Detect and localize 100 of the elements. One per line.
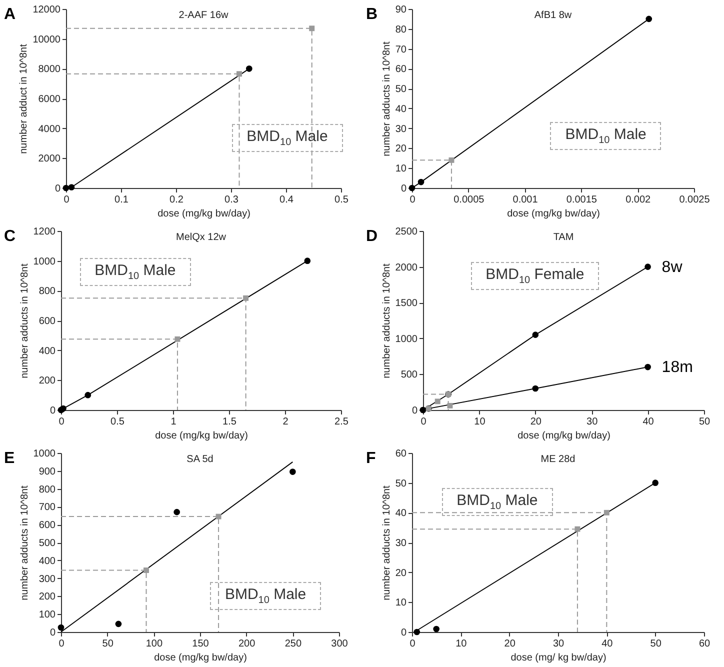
y-tick-label: 900: [38, 466, 56, 478]
chart-title: AfB1 8w: [534, 10, 572, 21]
y-tick-label: 80: [395, 24, 407, 36]
x-tick-label: 200: [238, 638, 256, 650]
series-label: 18m: [662, 359, 693, 376]
y-tick-label: 1000: [395, 334, 418, 345]
x-tick-label: 0.4: [280, 194, 294, 206]
x-axis-title: dose (mg/kg bw/day): [155, 430, 248, 442]
annotation: BMD$_{10}$ Male: [210, 582, 322, 610]
x-tick-label: 1.5: [222, 416, 237, 428]
y-tick-label: 20: [395, 568, 407, 579]
chart-title: MelQx 12w: [176, 232, 227, 243]
y-tick-label: 1500: [395, 298, 418, 310]
y-tick-label: 12000: [32, 4, 61, 16]
chart-title: 2-AAF 16w: [178, 10, 230, 21]
x-axis-title: dose (mg/kg bw/day): [507, 208, 600, 220]
y-tick-label: 0: [412, 406, 418, 416]
y-tick-label: 700: [38, 502, 56, 514]
x-tick-label: 10: [474, 416, 486, 428]
y-axis-title: number adducts in 10^8nt: [19, 263, 30, 378]
x-axis-title: dose (mg/kg bw/day): [154, 652, 247, 664]
y-tick-label: 2500: [395, 226, 418, 238]
y-tick-label: 8000: [38, 64, 61, 76]
chart-title: ME 28d: [540, 454, 576, 465]
x-axis-title: dose (mg/kg bw/day): [518, 430, 610, 442]
text: C: [4, 228, 16, 246]
y-tick-label: 1000: [33, 448, 56, 460]
annotation: BMD$_{10}$ Female: [470, 262, 600, 290]
y-axis-title: number adducts in 10^8nt: [381, 41, 392, 156]
x-tick-label: 60: [698, 638, 710, 650]
y-tick-label: 4000: [38, 124, 61, 135]
y-tick-label: 50: [395, 84, 407, 96]
x-tick-label: 2.5: [334, 416, 349, 428]
text: D: [366, 228, 378, 246]
x-tick-label: 40: [642, 416, 654, 428]
y-tick-label: 30: [395, 538, 407, 549]
x-tick-label: 0.002: [626, 194, 652, 206]
x-tick-label: 0.2: [170, 194, 184, 206]
text: F: [366, 450, 376, 468]
y-tick-label: 1200: [33, 226, 56, 238]
chart-title: SA 5d: [186, 454, 214, 465]
x-tick-label: 0.0025: [679, 194, 710, 206]
y-axis-title: number adduct in 10^8nt: [18, 44, 30, 154]
x-tick-label: 0.3: [224, 194, 239, 206]
x-tick-label: 250: [284, 638, 302, 650]
annotation: BMD$_{10}$ Male: [232, 124, 343, 152]
y-tick-label: 2000: [395, 262, 418, 274]
y-tick-label: 2000: [38, 154, 61, 165]
y-tick-label: 800: [38, 484, 56, 496]
x-axis-title: dose (mg/ kg bw/day): [510, 652, 606, 664]
y-tick-label: 100: [38, 610, 56, 621]
y-axis-title: number adducts in 10^8nt: [381, 263, 392, 378]
y-tick-label: 0: [50, 628, 56, 638]
chart-title: TAM: [553, 232, 574, 243]
y-tick-label: 20: [395, 144, 407, 155]
y-axis-title: number adducts in 10^8nt: [19, 485, 30, 600]
x-tick-label: 30: [586, 416, 598, 428]
y-tick-label: 600: [38, 316, 56, 327]
x-tick-label: 0: [420, 416, 427, 428]
x-tick-label: 20: [530, 416, 542, 428]
x-tick-label: 20: [504, 638, 516, 650]
x-tick-label: 30: [552, 638, 564, 650]
x-tick-label: 0.1: [114, 194, 129, 206]
y-tick-label: 90: [395, 4, 407, 16]
annotation: BMD$_{10}$ Male: [442, 488, 553, 516]
series-label: 8w: [662, 258, 683, 276]
y-tick-label: 40: [395, 508, 407, 520]
x-tick-label: 0: [64, 194, 70, 206]
y-tick-label: 10000: [32, 34, 61, 46]
text: B: [366, 6, 378, 24]
x-tick-label: 2: [282, 416, 289, 428]
y-tick-label: 50: [395, 478, 407, 490]
x-axis-title: dose (mg/kg bw/day): [158, 208, 250, 220]
y-tick-label: 10: [395, 598, 407, 609]
x-tick-label: 50: [650, 638, 662, 650]
x-tick-label: 0.0015: [566, 194, 598, 206]
x-tick-label: 300: [331, 638, 348, 650]
y-tick-label: 1000: [33, 256, 56, 268]
y-tick-label: 500: [400, 370, 418, 381]
x-tick-label: 1: [170, 416, 177, 428]
y-tick-label: 200: [38, 592, 56, 603]
x-tick-label: 0.001: [512, 194, 538, 206]
x-tick-label: 0.0005: [454, 194, 485, 206]
y-axis-title: number adducts in 10^8nt: [381, 485, 392, 600]
y-tick-label: 0: [400, 628, 407, 638]
y-tick-label: 60: [395, 64, 407, 76]
y-tick-label: 0: [54, 184, 61, 194]
y-tick-label: 60: [395, 448, 407, 460]
x-tick-label: 0.5: [334, 194, 349, 206]
y-tick-label: 400: [38, 556, 56, 567]
x-tick-label: 10: [456, 638, 468, 650]
x-tick-label: 0.5: [110, 416, 125, 428]
y-tick-label: 10: [395, 164, 407, 175]
x-tick-label: 100: [146, 638, 163, 650]
annotation: BMD$_{10}$ Male: [550, 122, 662, 150]
y-tick-label: 0: [50, 406, 56, 416]
y-tick-label: 6000: [38, 94, 61, 105]
y-tick-label: 70: [395, 44, 407, 56]
y-tick-label: 200: [38, 376, 56, 387]
y-tick-label: 400: [38, 346, 56, 357]
